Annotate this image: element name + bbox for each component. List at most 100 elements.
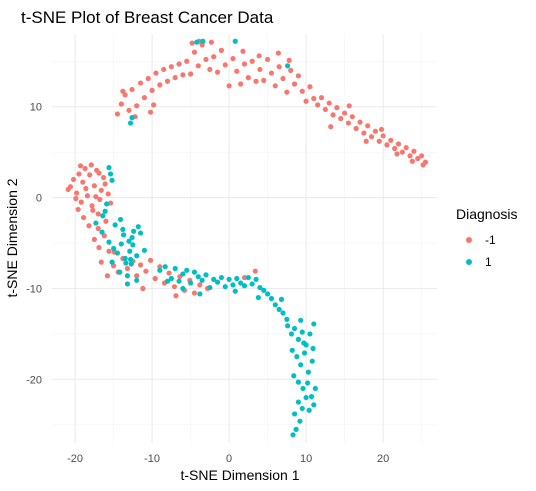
- data-point: [118, 101, 124, 107]
- data-point: [120, 226, 126, 233]
- data-point: [151, 102, 157, 108]
- data-point: [180, 285, 186, 292]
- data-point: [303, 394, 309, 401]
- data-point: [232, 288, 238, 294]
- data-point: [218, 274, 224, 281]
- data-point: [104, 273, 111, 279]
- data-point: [265, 56, 271, 63]
- data-point: [194, 39, 200, 45]
- data-point: [399, 149, 405, 155]
- data-point: [134, 277, 140, 283]
- data-point: [261, 287, 267, 293]
- data-point: [345, 120, 352, 126]
- data-point: [328, 124, 334, 130]
- data-point: [234, 68, 240, 74]
- data-point: [419, 153, 425, 159]
- data-point: [310, 345, 316, 352]
- y-tick-label: 10: [30, 102, 42, 114]
- data-point: [365, 123, 371, 129]
- x-tick-label: 10: [300, 453, 312, 465]
- data-point: [168, 64, 174, 70]
- data-point: [272, 83, 278, 89]
- data-point: [295, 399, 301, 405]
- data-point: [230, 282, 236, 288]
- x-tick-label: 20: [377, 453, 389, 465]
- data-point: [124, 281, 131, 287]
- data-point: [268, 70, 275, 76]
- data-point: [394, 151, 400, 157]
- data-point: [315, 102, 321, 108]
- data-point: [197, 282, 203, 288]
- data-point: [241, 283, 248, 289]
- data-point: [112, 222, 118, 228]
- data-point: [107, 171, 114, 177]
- y-tick-label: -10: [26, 283, 42, 295]
- data-point: [80, 179, 86, 185]
- data-point: [126, 238, 132, 244]
- data-point: [232, 38, 238, 44]
- data-point: [105, 191, 111, 197]
- data-point: [280, 310, 286, 316]
- data-point: [203, 272, 209, 278]
- data-point: [102, 208, 108, 214]
- data-point: [411, 148, 417, 154]
- data-point: [285, 63, 291, 69]
- data-point: [162, 264, 168, 270]
- plot-grid: [52, 34, 437, 443]
- data-point: [203, 56, 209, 63]
- data-point: [299, 329, 305, 335]
- data-point: [143, 268, 149, 274]
- y-tick-label: -20: [26, 374, 42, 386]
- data-point: [300, 385, 306, 392]
- data-point: [199, 277, 205, 283]
- data-point: [295, 379, 301, 385]
- data-point: [73, 195, 79, 202]
- data-point: [311, 95, 317, 102]
- data-point: [157, 267, 163, 273]
- data-point: [95, 225, 101, 232]
- data-point: [145, 75, 151, 82]
- data-point: [309, 358, 315, 364]
- data-point: [301, 350, 308, 356]
- data-point: [164, 278, 171, 284]
- x-axis-ticks: -20 -10 0 10 20: [67, 453, 389, 465]
- data-point: [176, 278, 182, 284]
- data-point: [104, 201, 110, 207]
- data-point: [284, 316, 290, 322]
- data-point: [253, 276, 259, 282]
- data-point: [368, 134, 375, 140]
- data-point: [188, 71, 194, 77]
- data-point: [289, 347, 295, 353]
- chart-title: t-SNE Plot of Breast Cancer Data: [21, 8, 274, 27]
- data-point: [395, 141, 402, 147]
- data-point: [75, 206, 81, 213]
- data-point: [218, 47, 224, 53]
- data-point: [299, 405, 305, 412]
- data-point: [200, 38, 206, 44]
- data-point: [311, 402, 317, 408]
- data-point: [98, 259, 104, 265]
- data-point: [95, 211, 101, 217]
- data-point: [357, 119, 363, 125]
- data-point: [211, 276, 217, 282]
- legend-key-positive: [466, 259, 472, 265]
- data-point: [166, 270, 172, 276]
- data-point: [129, 234, 135, 241]
- data-point: [288, 331, 295, 337]
- data-point: [238, 81, 244, 87]
- data-point: [294, 354, 300, 360]
- series-negative-points: [65, 38, 429, 299]
- data-point: [135, 224, 141, 230]
- data-point: [241, 61, 248, 67]
- x-tick-label: -10: [144, 453, 160, 465]
- data-point: [284, 89, 290, 95]
- data-point: [134, 103, 140, 109]
- data-point: [109, 259, 115, 265]
- data-point: [176, 61, 182, 67]
- data-point: [307, 331, 313, 337]
- data-point: [100, 213, 106, 219]
- data-point: [298, 362, 304, 368]
- y-tick-label: 0: [36, 193, 42, 205]
- data-point: [100, 175, 107, 181]
- data-point: [276, 306, 282, 312]
